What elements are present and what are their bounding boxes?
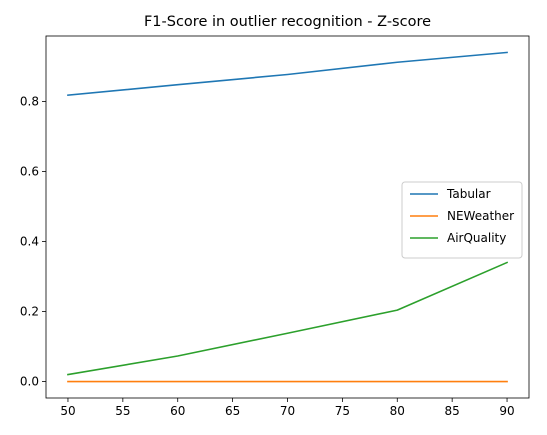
x-tick-label: 55 [115, 404, 130, 418]
y-tick-label: 0.6 [20, 164, 39, 178]
x-tick-label: 75 [335, 404, 350, 418]
x-tick-label: 65 [225, 404, 240, 418]
x-tick-label: 90 [499, 404, 514, 418]
y-tick-label: 0.8 [20, 94, 39, 108]
y-tick-label: 0.2 [20, 305, 39, 319]
legend-label: NEWeather [447, 209, 514, 223]
x-tick-label: 80 [390, 404, 405, 418]
legend-label: AirQuality [447, 231, 506, 245]
y-tick-label: 0.4 [20, 235, 39, 249]
y-axis: 0.0 0.2 0.4 0.6 0.8 [20, 94, 46, 389]
x-tick-label: 60 [170, 404, 185, 418]
x-axis: 50 55 60 65 70 75 80 85 90 [60, 398, 515, 418]
legend-box [401, 181, 523, 259]
series-line-airquality [67, 261, 509, 376]
chart-title: F1-Score in outlier recognition - Z-scor… [144, 14, 431, 30]
x-tick-label: 85 [445, 404, 460, 418]
series-layer [67, 51, 509, 383]
legend-label: Tabular [446, 187, 491, 201]
legend: Tabular NEWeather AirQuality [401, 181, 523, 259]
x-tick-label: 50 [60, 404, 75, 418]
y-tick-label: 0.0 [20, 375, 39, 389]
x-tick-label: 70 [280, 404, 295, 418]
series-line-tabular [67, 51, 508, 97]
